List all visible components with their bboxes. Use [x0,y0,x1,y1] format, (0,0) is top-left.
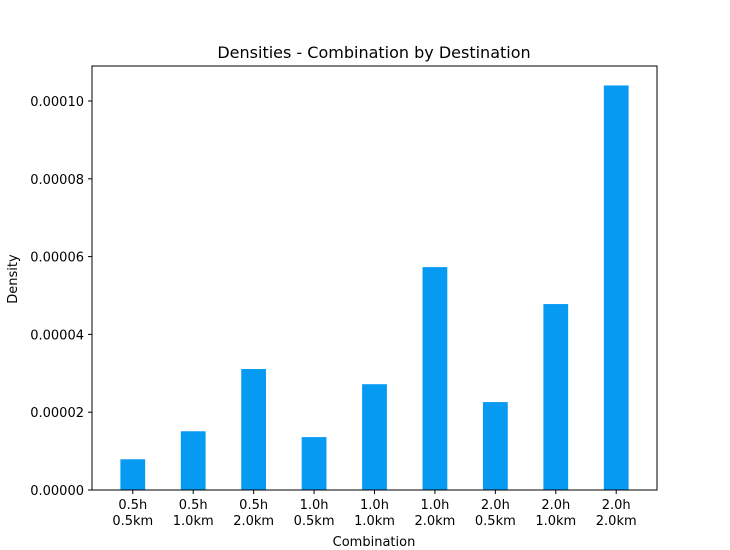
x-tick-label-1-0: 0.5h [179,498,208,513]
x-tick-label-2-0: 0.5h [239,498,268,513]
x-tick-label-6-0: 2.0h [481,498,510,513]
y-tick-label-2: 0.00004 [30,328,84,343]
y-tick-label-0: 0.00000 [30,484,84,499]
bar-6 [482,402,508,490]
bar-4 [362,384,387,490]
x-tick-label-5-0: 1.0h [420,498,449,513]
bar-7 [543,304,569,490]
x-tick-label-0-1: 0.5km [112,514,153,529]
x-tick-label-7-1: 1.0km [535,514,576,529]
y-tick-label-5: 0.00010 [30,95,84,110]
y-tick-label-4: 0.00008 [30,173,84,188]
bar-3 [301,437,327,490]
x-tick-label-4-0: 1.0h [360,498,389,513]
x-tick-label-6-1: 0.5km [475,514,516,529]
x-tick-label-3-0: 1.0h [300,498,329,513]
bar-0 [120,459,146,490]
y-axis: 0.00000 0.00002 0.00004 0.00006 0.00008 0.000… [30,95,92,499]
bar-8 [603,85,629,491]
x-axis: 0.5h0.5km0.5h1.0km0.5h2.0km1.0h0.5km1.0h… [112,490,637,529]
x-tick-label-5-1: 2.0km [414,514,455,529]
chart-title: Densities - Combination by Destination [217,43,530,62]
y-axis-label: Density [6,254,21,304]
x-tick-label-7-0: 2.0h [541,498,570,513]
bar-1 [180,431,206,490]
x-tick-label-8-0: 2.0h [602,498,631,513]
bars-group [120,85,629,491]
x-tick-label-2-1: 2.0km [233,514,274,529]
x-tick-label-1-1: 1.0km [173,514,214,529]
bar-5 [422,267,448,490]
y-tick-label-3: 0.00006 [30,251,84,266]
x-axis-label: Combination [333,535,416,550]
x-tick-label-3-1: 0.5km [294,514,335,529]
x-tick-label-4-1: 1.0km [354,514,395,529]
x-tick-label-8-1: 2.0km [596,514,637,529]
bar-2 [241,369,267,490]
y-tick-label-1: 0.00002 [30,406,84,421]
x-tick-label-0-0: 0.5h [118,498,147,513]
